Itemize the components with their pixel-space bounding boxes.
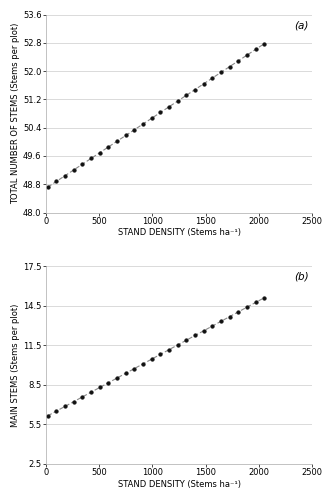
Text: (a): (a)	[294, 20, 308, 30]
Y-axis label: TOTAL NUMBER OF STEMS (Stems per plot): TOTAL NUMBER OF STEMS (Stems per plot)	[11, 23, 20, 204]
X-axis label: STAND DENSITY (Stems ha⁻¹): STAND DENSITY (Stems ha⁻¹)	[118, 480, 240, 489]
Text: (b): (b)	[294, 272, 308, 282]
Y-axis label: MAIN STEMS (Stems per plot): MAIN STEMS (Stems per plot)	[11, 304, 20, 426]
X-axis label: STAND DENSITY (Stems ha⁻¹): STAND DENSITY (Stems ha⁻¹)	[118, 228, 240, 237]
